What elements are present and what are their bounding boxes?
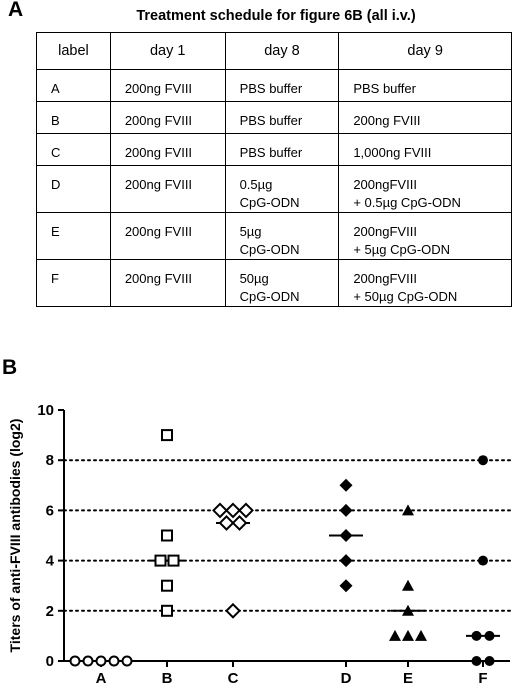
cell-day-8: 50µg CpG-ODN — [224, 259, 340, 307]
data-point — [402, 629, 414, 641]
cell-day-8: PBS buffer — [224, 69, 340, 102]
cell-day-9: 1,000ng FVIII — [338, 133, 512, 166]
data-point — [154, 554, 167, 567]
data-point — [339, 529, 353, 542]
cell-day-1: 200ng FVIII — [109, 212, 226, 260]
x-tick-label: B — [162, 670, 173, 687]
data-point — [95, 655, 107, 667]
cell-day-9: 200ngFVIII + 50µg CpG-ODN — [338, 259, 512, 307]
panel-a-letter: A — [8, 0, 24, 21]
y-tick-label: 0 — [46, 653, 54, 670]
data-point — [238, 502, 254, 519]
x-tick-label: A — [96, 670, 107, 687]
data-point — [339, 503, 353, 517]
cell-day-8: PBS buffer — [224, 101, 340, 134]
header-day-8: day 8 — [224, 32, 340, 70]
cell-label: E — [36, 212, 111, 260]
cell-label: B — [36, 101, 111, 134]
cell-day-9: 200ngFVIII + 0.5µg CpG-ODN — [338, 165, 512, 213]
table-header-row: label day 1 day 8 day 9 — [36, 32, 512, 70]
table-title: Treatment schedule for figure 6B (all i.… — [136, 8, 416, 24]
data-point — [415, 629, 427, 641]
data-point — [402, 504, 414, 516]
y-axis-label: Titers of anti-FVIII antibodies (log2) — [7, 419, 23, 653]
data-point — [478, 455, 488, 466]
data-point — [212, 502, 228, 519]
x-tick-label: D — [341, 670, 352, 687]
cell-day-8: 0.5µg CpG-ODN — [224, 165, 340, 213]
cell-day-8: 5µg CpG-ODN — [224, 212, 340, 260]
data-point — [161, 529, 173, 542]
x-tick-label: C — [228, 670, 239, 687]
cell-day-9: 200ngFVIII + 5µg CpG-ODN — [338, 212, 512, 260]
table-row: A 200ng FVIII PBS buffer PBS buffer — [36, 69, 512, 102]
y-tick-label: 6 — [46, 502, 54, 519]
panel-b-letter: B — [2, 356, 18, 379]
cell-day-9: 200ng FVIII — [338, 101, 512, 134]
table-row: B 200ng FVIII PBS buffer 200ng FVIII — [36, 101, 512, 134]
cell-day-9: PBS buffer — [338, 69, 512, 102]
table-row: F 200ng FVIII 50µg CpG-ODN 200ngFVIII + … — [36, 259, 512, 307]
x-tick-label: E — [403, 670, 413, 687]
cell-label: C — [36, 133, 111, 166]
header-day-9: day 9 — [338, 32, 512, 70]
data-point — [484, 630, 495, 641]
data-point — [108, 655, 120, 667]
cell-day-1: 200ng FVIII — [109, 69, 226, 102]
data-point — [402, 604, 414, 616]
data-point — [225, 502, 241, 519]
cell-label: D — [36, 165, 111, 213]
data-point — [484, 656, 495, 666]
data-point — [339, 579, 353, 593]
data-point — [167, 554, 180, 567]
y-tick-label: 4 — [46, 553, 55, 570]
cell-day-1: 200ng FVIII — [109, 259, 226, 307]
data-point — [225, 602, 241, 619]
cell-day-8: PBS buffer — [224, 133, 340, 166]
titer-scatter-chart: 0 2 4 6 8 10 A B C D E F Titers of anti-FVIII antibo… — [7, 402, 511, 687]
x-tick-label: F — [478, 670, 487, 687]
table-row: E 200ng FVIII 5µg CpG-ODN 200ngFVIII + 5… — [36, 212, 512, 260]
cell-label: A — [36, 69, 111, 102]
cell-day-1: 200ng FVIII — [109, 165, 226, 213]
data-point — [161, 429, 173, 442]
y-tick-label: 8 — [46, 452, 54, 469]
data-point — [471, 656, 482, 666]
cell-label: F — [36, 259, 111, 307]
data-point — [69, 655, 81, 667]
cell-day-1: 200ng FVIII — [109, 101, 226, 134]
data-point — [339, 554, 353, 568]
data-point — [471, 630, 482, 641]
header-label: label — [36, 32, 111, 70]
data-point — [339, 478, 353, 492]
data-point — [161, 579, 173, 592]
data-point — [402, 579, 414, 591]
data-point — [478, 555, 488, 566]
y-tick-label: 2 — [46, 603, 54, 620]
cell-day-1: 200ng FVIII — [109, 133, 226, 166]
data-point — [231, 515, 248, 531]
header-day-1: day 1 — [109, 32, 226, 70]
data-point — [389, 629, 401, 641]
data-point — [121, 655, 133, 667]
data-point — [82, 655, 94, 667]
data-point — [218, 515, 235, 531]
table-row: D 200ng FVIII 0.5µg CpG-ODN 200ngFVIII +… — [36, 165, 512, 213]
y-tick-label: 10 — [37, 402, 54, 419]
data-point — [161, 604, 173, 617]
table-row: C 200ng FVIII PBS buffer 1,000ng FVIII — [36, 133, 512, 166]
treatment-schedule-table: label day 1 day 8 day 9 A 200ng FVIII PB… — [36, 32, 512, 307]
